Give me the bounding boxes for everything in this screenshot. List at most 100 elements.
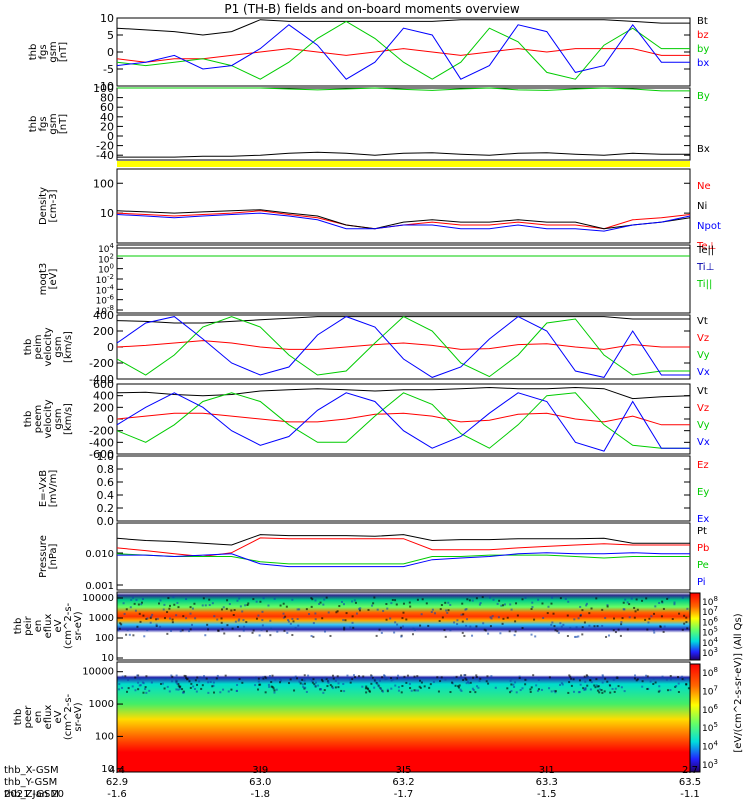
legend-7-2: Ex	[697, 514, 709, 525]
ytick-label: 100	[93, 82, 114, 95]
plot-title: P1 (TH-B) fields and on-board moments ov…	[224, 2, 520, 16]
legend-3-1: Ni	[697, 201, 707, 212]
legend-7-1: Ey	[697, 487, 709, 498]
panel-9-ylabel: thbpeirenefluxeV(cm^2-s-sr-eV)	[13, 602, 84, 649]
panel-7-ylabel: E=-VxB[mV/m]	[38, 470, 59, 508]
panel-3-frame	[116, 168, 691, 244]
ytick-label: 0.6	[97, 476, 115, 489]
legend-5-3: Vx	[697, 367, 710, 378]
series-Vx-line	[116, 392, 690, 452]
series-Pi-line	[117, 552, 690, 568]
series-bx-line	[116, 23, 690, 80]
ytick-label: 1000	[89, 613, 114, 624]
panel-9: thbpeirenefluxeV(cm^2-s-sr-eV) 10 100 1000 1…	[13, 591, 691, 664]
ephem-value: 63.3	[536, 777, 558, 788]
panel-1: thbfgsgsm[nT] -10 -5 0 5 10 Bt bz by bx	[28, 12, 709, 93]
ytick-label: 0	[107, 341, 114, 354]
ytick-label: 80	[100, 92, 114, 105]
ytick-label: 0.2	[97, 502, 115, 515]
series-Vz-line	[116, 340, 690, 350]
ytick-label: -200	[89, 357, 114, 370]
series-bz-line	[116, 48, 690, 63]
legend-3-3: Te⊥	[696, 241, 716, 252]
ytick-label: 400	[93, 390, 114, 403]
ytick-label: -400	[89, 436, 114, 449]
series-Vt-line	[116, 386, 691, 400]
series-Npot-line	[116, 212, 691, 232]
spectrogram-texture	[117, 596, 689, 638]
legend-7-0: Ez	[697, 460, 709, 471]
ephem-value: 4.4	[109, 765, 125, 776]
panel-4: moqt3[eV]10410210010-210-410-610-8Te||Ti…	[38, 242, 714, 317]
status-bar	[117, 161, 690, 167]
ytick-label: -600	[89, 448, 114, 461]
panel-10: thbpeerenefluxeV(cm^2-s-sr-eV) 10 100 1000 1…	[13, 661, 691, 775]
spectrogram-texture	[118, 674, 690, 694]
panel-5-frame	[116, 314, 691, 380]
series-Vy-line	[116, 315, 690, 378]
colorbar-label: [eV/(cm^2-s-sr-eV)] (All Qs)	[733, 613, 744, 752]
colorbar-bottom	[689, 663, 701, 773]
series-Bx-line	[117, 151, 690, 158]
colorbar-tick-label: 107	[702, 684, 718, 697]
series-Ni-line	[116, 209, 691, 230]
panel-3-ylabel: Density[cm-3]	[38, 187, 59, 225]
colorbar-tick-label: 106	[702, 703, 718, 716]
series-Vy-line	[116, 392, 690, 449]
panel-6: thbpeemvelocitygsm[km/s] -600-400-2000200…	[23, 378, 710, 461]
date-label: 2021 Jan 20	[4, 789, 64, 800]
ytick-label: -40	[96, 149, 114, 162]
ephem-value: -1.5	[537, 789, 557, 800]
ephem-value: -1.7	[394, 789, 414, 800]
panel-4-frame	[116, 244, 691, 314]
legend-6-1: Vz	[697, 403, 709, 414]
legend-4-1: Ti⊥	[696, 262, 714, 273]
ytick-label: 0.010	[85, 549, 114, 560]
ytick-label: 0	[107, 413, 114, 426]
series-Vz-line	[116, 412, 690, 426]
ephem-label: thb_Z-GSM	[4, 789, 59, 800]
panel-7-frame	[116, 455, 691, 522]
ytick-label: 0.8	[97, 463, 115, 476]
series-Vt-line	[116, 316, 690, 324]
series-Pe-line	[116, 553, 690, 565]
ephem-label: thb_Y-GSM	[4, 777, 57, 788]
ytick-label: 10000	[82, 667, 114, 678]
ephem-value: 3.1	[539, 765, 555, 776]
ytick-label: 0.4	[97, 489, 115, 502]
ytick-label: 10	[101, 764, 114, 775]
legend-3-0: Ne	[697, 181, 711, 192]
series-Pb-line	[116, 537, 690, 558]
ytick-label: -10	[96, 80, 114, 93]
legend-2-0: By	[697, 91, 710, 102]
panel-8-ylabel: Pressure[nPa]	[38, 535, 59, 578]
spectrogram-2	[117, 662, 690, 772]
legend-8-0: Pt	[697, 526, 707, 537]
ytick-label: 10	[100, 207, 114, 220]
ytick-label: 400	[93, 309, 114, 322]
panel-5-ylabel: thbpeimvelocitygsm[km/s]	[23, 327, 74, 366]
legend-1-2: by	[697, 44, 709, 55]
series-by-line	[116, 20, 690, 80]
legend-8-2: Pe	[697, 560, 709, 571]
ytick-label: 20	[100, 120, 114, 133]
ephem-value: 3.5	[396, 765, 412, 776]
panel-5: thbpeimvelocitygsm[km/s] -400 -200 0 200 400 V…	[23, 309, 710, 386]
series-Vx-line	[116, 316, 690, 378]
ephem-label: thb_X-GSM	[4, 765, 59, 776]
ytick-label: 40	[100, 111, 114, 124]
legend-5-2: Vy	[697, 350, 710, 361]
ytick-label: 200	[93, 325, 114, 338]
series-Bt-line	[116, 19, 690, 36]
legend-5-0: Vt	[697, 316, 708, 327]
series-By-line	[117, 87, 690, 92]
colorbar-tick-label: 104	[702, 740, 718, 753]
legend-6-0: Vt	[697, 386, 708, 397]
panel-6-ylabel: thbpeemvelocitygsm[km/s]	[23, 399, 74, 438]
ephem-value: 62.9	[106, 777, 128, 788]
legend-8-1: Pb	[697, 543, 709, 554]
ephem-value: 63.5	[679, 777, 701, 788]
legend-1-0: Bt	[697, 16, 708, 27]
ytick-label: 1.0	[97, 450, 115, 463]
